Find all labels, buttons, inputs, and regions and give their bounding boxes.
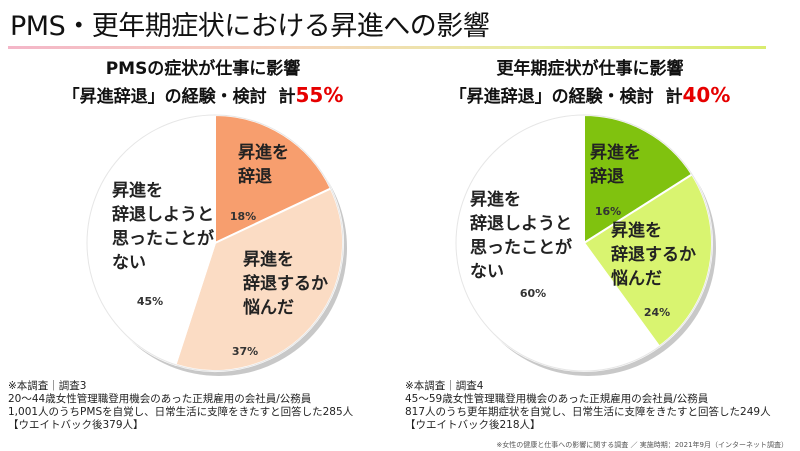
chart-heading-pms: PMSの症状が仕事に影響 「昇進辞退」の経験・検討 計55% bbox=[8, 56, 398, 110]
slice-label: 昇進を辞退 bbox=[238, 143, 289, 187]
slice-label: 昇進を辞退 bbox=[590, 143, 641, 187]
total-label: 計 bbox=[665, 87, 683, 107]
slice-value-label: 45% bbox=[137, 295, 163, 308]
total-value: 55% bbox=[295, 83, 344, 107]
chart-heading-line2: 「昇進辞退」の経験・検討 計55% bbox=[62, 83, 344, 107]
survey-notes-menopause: ※本調査｜調査4 45～59歳女性管理職登用機会のあった正規雇用の会社員/公務員… bbox=[405, 380, 771, 432]
slice-value-label: 24% bbox=[644, 306, 670, 319]
note-line: 45～59歳女性管理職登用機会のあった正規雇用の会社員/公務員 bbox=[405, 393, 709, 405]
page-title: PMS・更年期症状における昇進への影響 bbox=[10, 11, 490, 42]
total-value: 40% bbox=[682, 83, 731, 107]
slice-label: 昇進を辞退するか悩んだ bbox=[611, 221, 696, 289]
note-line: 1,001人のうちPMSを自覚し、日常生活に支障をきたすと回答した285人 bbox=[8, 406, 354, 418]
pie-outline bbox=[86, 114, 344, 372]
chart-heading-line1: 更年期症状が仕事に影響 bbox=[496, 59, 684, 79]
survey-notes-pms: ※本調査｜調査3 20～44歳女性管理職登用機会のあった正規雇用の会社員/公務員… bbox=[8, 380, 353, 432]
note-line: ※本調査｜調査4 bbox=[405, 380, 484, 392]
note-line: 【ウエイトバック後379人】 bbox=[8, 419, 144, 431]
slice-label: 昇進を辞退しようと思ったことがない bbox=[112, 181, 214, 273]
chart-heading-line1: PMSの症状が仕事に影響 bbox=[105, 59, 301, 79]
slice-label: 昇進を辞退しようと思ったことがない bbox=[470, 190, 572, 282]
slice-label: 昇進を辞退するか悩んだ bbox=[243, 250, 328, 318]
note-line: 20～44歳女性管理職登用機会のあった正規雇用の会社員/公務員 bbox=[8, 393, 312, 405]
slice-value-label: 37% bbox=[232, 345, 258, 358]
chart-heading-line2: 「昇進辞退」の経験・検討 計40% bbox=[449, 83, 731, 107]
pie-outline bbox=[455, 114, 713, 372]
footer-note: ※女性の健康と仕事への影響に関する調査 ／ 実施時期：2021年9月（インターネ… bbox=[496, 441, 788, 449]
slice-value-label: 18% bbox=[230, 210, 256, 223]
slice-value-label: 60% bbox=[520, 287, 546, 300]
note-line: 【ウエイトバック後218人】 bbox=[405, 419, 541, 431]
slice-value-label: 16% bbox=[595, 205, 621, 218]
chart-heading-menopause: 更年期症状が仕事に影響 「昇進辞退」の経験・検討 計40% bbox=[395, 56, 785, 110]
note-line: 817人のうち更年期症状を自覚し、日常生活に支障をきたすと回答した249人 bbox=[405, 406, 771, 418]
total-label: 計 bbox=[278, 87, 296, 107]
title-divider bbox=[8, 46, 766, 49]
note-line: ※本調査｜調査3 bbox=[8, 380, 87, 392]
